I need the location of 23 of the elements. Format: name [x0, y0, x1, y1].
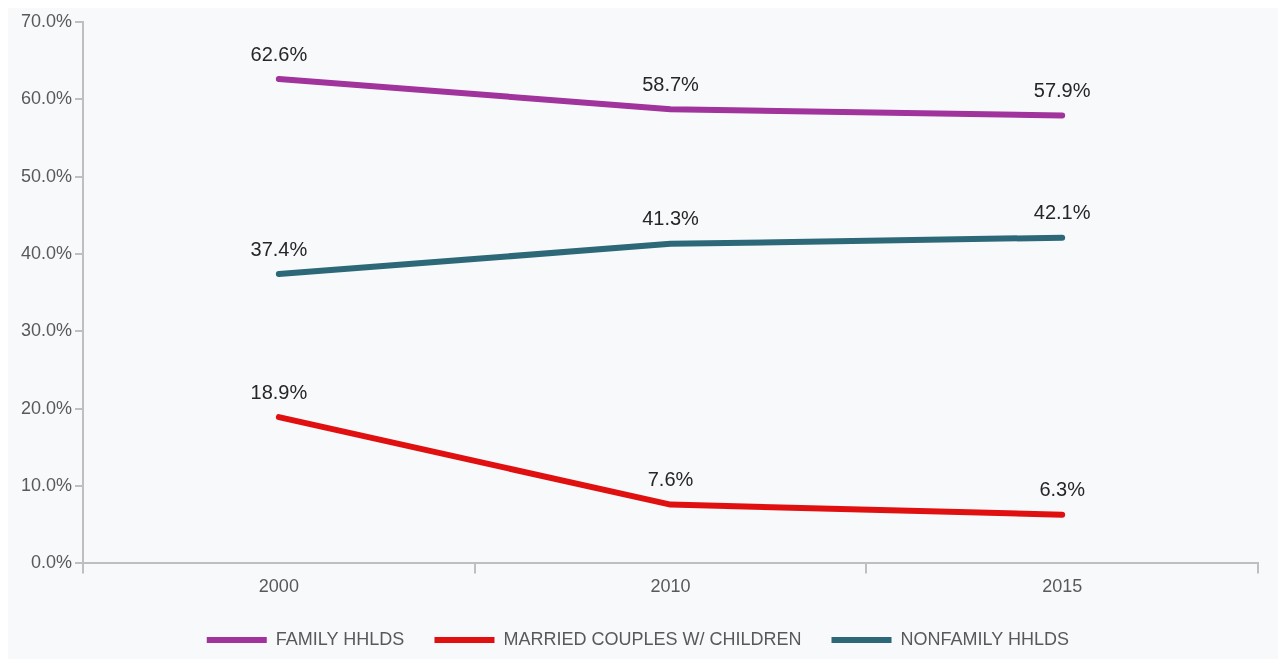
legend-label: MARRIED COUPLES W/ CHILDREN [503, 628, 802, 649]
legend-label: FAMILY HHLDS [275, 628, 405, 649]
data-label: 58.7% [642, 72, 700, 95]
data-label: 6.3% [1039, 478, 1086, 501]
y-tick-label: 70.0% [20, 10, 73, 31]
data-label: 18.9% [250, 380, 308, 403]
x-tick-label: 2015 [1042, 576, 1083, 597]
data-label: 37.4% [250, 237, 308, 260]
data-label: 42.1% [1033, 201, 1091, 224]
data-label: 57.9% [1033, 78, 1091, 101]
data-label: 62.6% [250, 42, 308, 65]
y-tick-label: 40.0% [20, 242, 73, 263]
y-tick-label: 50.0% [20, 165, 73, 186]
data-label: 7.6% [647, 468, 694, 491]
y-tick-label: 30.0% [20, 320, 73, 341]
y-tick-label: 20.0% [20, 397, 73, 418]
y-tick-label: 0.0% [31, 552, 73, 573]
y-tick-label: 10.0% [20, 475, 73, 495]
data-label: 41.3% [642, 207, 700, 230]
legend-label: NONFAMILY HHLDS [900, 628, 1069, 649]
y-tick-label: 60.0% [20, 88, 73, 109]
x-tick-label: 2010 [650, 576, 691, 597]
x-tick-label: 2000 [258, 576, 299, 597]
